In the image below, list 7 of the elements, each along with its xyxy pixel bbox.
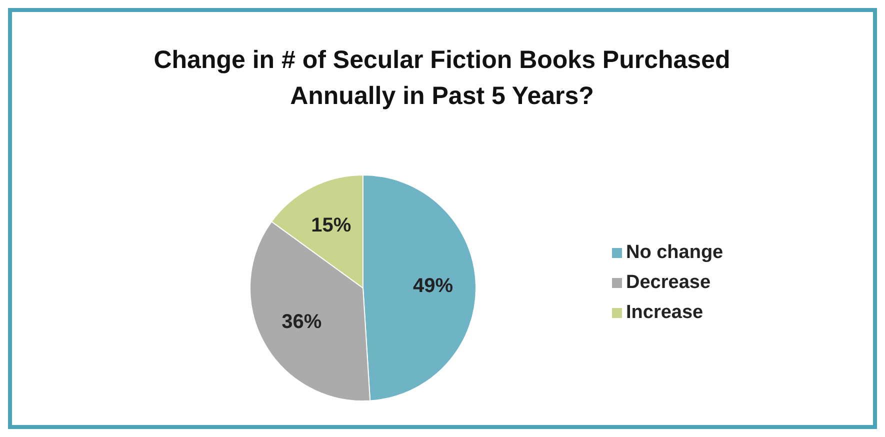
data-label: 36%: [282, 310, 322, 333]
data-label: 49%: [413, 274, 454, 297]
legend-label: No change: [626, 242, 724, 263]
legend-label: Increase: [626, 302, 704, 323]
legend-label: Decrease: [626, 272, 711, 293]
data-label: 15%: [311, 214, 352, 237]
chart-title: Change in # of Secular Fiction Books Purchased Annually in Past 5 Years?: [152, 45, 732, 112]
